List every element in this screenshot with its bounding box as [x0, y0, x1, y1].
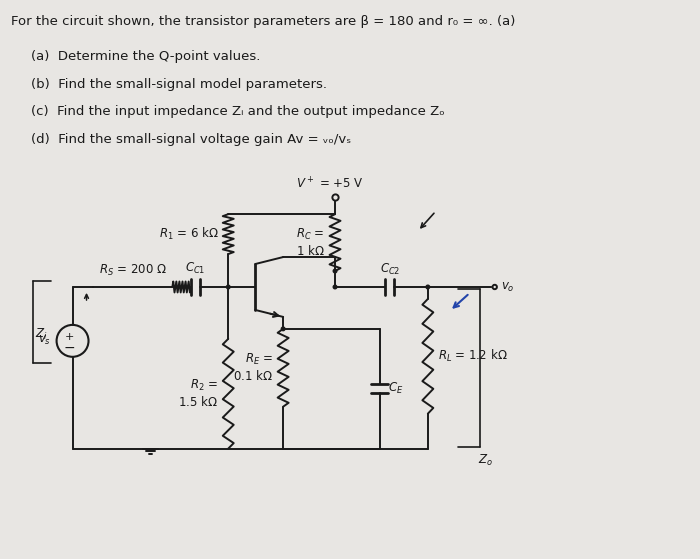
- Circle shape: [493, 285, 497, 289]
- Text: +: +: [65, 332, 74, 342]
- Circle shape: [226, 285, 230, 289]
- Text: $C_E$: $C_E$: [388, 381, 403, 396]
- Text: (a)  Determine the Q-point values.: (a) Determine the Q-point values.: [31, 50, 260, 63]
- Text: $Z_o$: $Z_o$: [477, 453, 493, 468]
- Text: $R_L$ = 1.2 k$\Omega$: $R_L$ = 1.2 k$\Omega$: [438, 348, 508, 364]
- Text: $Z_i$: $Z_i$: [34, 326, 47, 342]
- Text: $R_C$ =
1 k$\Omega$: $R_C$ = 1 k$\Omega$: [296, 227, 325, 258]
- Text: $V^+$ = +5 V: $V^+$ = +5 V: [296, 176, 364, 191]
- Text: −: −: [64, 341, 76, 355]
- Circle shape: [281, 327, 285, 331]
- Text: $C_{C2}$: $C_{C2}$: [379, 262, 400, 277]
- Text: (b)  Find the small-signal model parameters.: (b) Find the small-signal model paramete…: [31, 78, 327, 91]
- Circle shape: [426, 285, 430, 289]
- Circle shape: [333, 269, 337, 273]
- Text: $R_E$ =
0.1 k$\Omega$: $R_E$ = 0.1 k$\Omega$: [233, 352, 273, 383]
- Text: $v_o$: $v_o$: [500, 281, 514, 293]
- Text: $R_2$ =
1.5 k$\Omega$: $R_2$ = 1.5 k$\Omega$: [178, 378, 218, 409]
- Text: $C_{C1}$: $C_{C1}$: [185, 261, 206, 276]
- Text: For the circuit shown, the transistor parameters are β = 180 and r₀ = ∞. (a): For the circuit shown, the transistor pa…: [10, 15, 515, 27]
- Text: (d)  Find the small-signal voltage gain Av = ᵥₒ/vₛ: (d) Find the small-signal voltage gain A…: [31, 134, 351, 146]
- Text: (c)  Find the input impedance Zᵢ and the output impedance Zₒ: (c) Find the input impedance Zᵢ and the …: [31, 106, 444, 119]
- Circle shape: [333, 285, 337, 289]
- Text: $R_S$ = 200 $\Omega$: $R_S$ = 200 $\Omega$: [99, 263, 167, 278]
- Text: $v_s$: $v_s$: [38, 334, 50, 347]
- Text: $R_1$ = 6 k$\Omega$: $R_1$ = 6 k$\Omega$: [159, 226, 218, 242]
